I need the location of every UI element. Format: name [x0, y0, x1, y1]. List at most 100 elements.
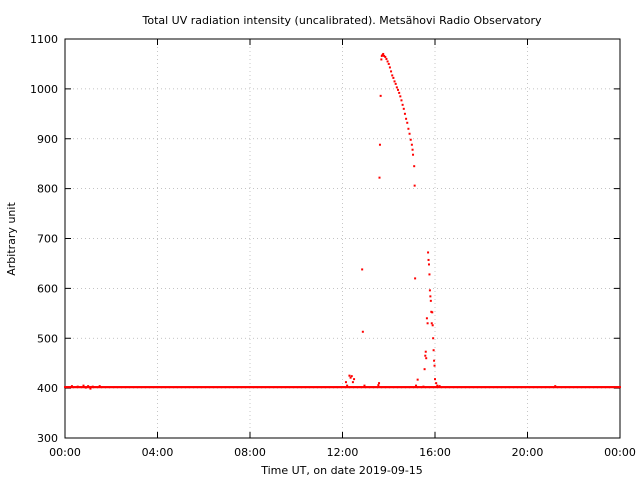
data-point: [351, 381, 354, 384]
data-point: [76, 385, 79, 388]
y-tick-label: 700: [37, 233, 58, 246]
x-axis-label: Time UT, on date 2019-09-15: [260, 464, 423, 477]
data-point: [429, 295, 432, 298]
data-point: [383, 54, 386, 57]
data-point: [401, 103, 404, 106]
data-point: [422, 385, 425, 388]
data-point: [427, 263, 430, 266]
data-point: [91, 385, 94, 388]
data-point: [410, 143, 413, 146]
data-point: [407, 127, 410, 130]
data-point: [398, 91, 401, 94]
plot-frame: [64, 38, 621, 439]
data-point: [378, 143, 381, 146]
data-point: [390, 70, 393, 73]
data-point: [409, 138, 412, 141]
data-point: [436, 384, 439, 387]
y-tick-label: 600: [37, 282, 58, 295]
data-point: [382, 52, 385, 55]
data-point: [411, 148, 414, 151]
data-point: [413, 184, 416, 187]
data-point: [386, 60, 389, 63]
data-point: [385, 57, 388, 60]
data-point: [428, 273, 431, 276]
data-point: [428, 289, 431, 292]
data-point: [361, 268, 364, 271]
data-point: [384, 55, 387, 58]
x-tick-label: 00:00: [604, 446, 636, 459]
data-point: [424, 350, 427, 353]
data-point: [423, 368, 426, 371]
data-point: [82, 384, 85, 387]
data-point: [430, 322, 433, 325]
data-point: [619, 386, 621, 389]
y-tick-label: 800: [37, 183, 58, 196]
x-tick-label: 00:00: [49, 446, 81, 459]
data-point: [344, 381, 347, 384]
data-point: [429, 299, 432, 302]
y-axis-ticks: 300 400 500 600 700 800 900 1000 1100: [30, 33, 620, 445]
data-point: [378, 382, 381, 385]
data-point: [84, 386, 87, 389]
y-tick-label: 400: [37, 382, 58, 395]
x-tick-label: 12:00: [327, 446, 359, 459]
data-point: [400, 99, 403, 102]
data-point: [98, 385, 101, 388]
data-point: [361, 330, 364, 333]
data-point: [402, 107, 405, 110]
x-tick-label: 16:00: [419, 446, 451, 459]
grid-lines: [65, 39, 620, 438]
y-tick-label: 500: [37, 332, 58, 345]
data-point: [378, 176, 381, 179]
data-point: [413, 165, 416, 168]
data-point: [425, 317, 428, 320]
data-point: [434, 378, 436, 381]
x-tick-label: 04:00: [142, 446, 174, 459]
y-tick-label: 900: [37, 133, 58, 146]
data-point: [387, 62, 390, 65]
data-point: [349, 376, 352, 379]
y-tick-label: 1100: [30, 33, 58, 46]
data-point: [424, 354, 427, 357]
data-point: [415, 384, 418, 387]
data-point: [406, 121, 409, 124]
x-tick-label: 08:00: [234, 446, 266, 459]
data-point: [379, 94, 382, 97]
y-axis-label: Arbitrary unit: [5, 202, 18, 276]
data-point: [431, 311, 434, 314]
data-point: [432, 349, 435, 352]
y-tick-label: 300: [37, 432, 58, 445]
data-point: [394, 82, 397, 85]
data-point: [392, 76, 395, 79]
data-point: [388, 66, 391, 69]
data-point: [435, 382, 438, 385]
data-point: [380, 58, 383, 61]
data-point: [412, 153, 415, 156]
data-point: [377, 384, 380, 387]
data-point: [87, 385, 90, 388]
data-point: [431, 324, 434, 327]
data-point: [433, 364, 436, 367]
data-point: [433, 359, 436, 362]
data-point: [391, 74, 394, 77]
data-point: [427, 251, 430, 254]
y-tick-label: 1000: [30, 83, 58, 96]
data-point: [346, 384, 349, 387]
data-points: [64, 52, 621, 390]
data-point: [416, 378, 419, 381]
data-point: [405, 117, 408, 120]
chart-title: Total UV radiation intensity (uncalibrat…: [142, 14, 542, 27]
data-point: [395, 86, 398, 89]
data-point: [414, 277, 417, 280]
data-point: [348, 374, 351, 377]
data-point: [393, 80, 396, 83]
x-tick-label: 20:00: [512, 446, 544, 459]
data-point: [438, 385, 441, 388]
data-point: [427, 258, 430, 261]
data-point: [426, 322, 429, 325]
data-point: [399, 95, 402, 98]
data-point: [363, 384, 366, 387]
data-point: [408, 132, 411, 135]
x-axis-ticks: 00:00 04:00 08:00 12:00 16:00 20:00 00:00: [49, 39, 636, 459]
